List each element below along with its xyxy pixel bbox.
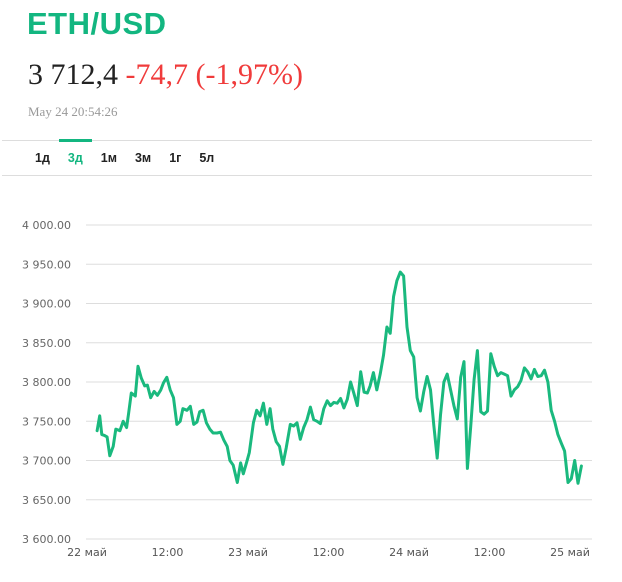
tabs-bottom-divider (2, 175, 592, 176)
current-price: 3 712,4 (28, 58, 118, 91)
x-tick-label: 12:00 (474, 546, 506, 559)
y-tick-label: 3 850.00 (22, 337, 71, 350)
y-tick-label: 3 950.00 (22, 258, 71, 271)
x-tick-label: 12:00 (152, 546, 184, 559)
y-tick-label: 3 800.00 (22, 376, 71, 389)
tab-3m[interactable]: 3м (134, 151, 152, 165)
x-axis-labels: 22 май 12:00 23 май 12:00 24 май 12:00 25 май (67, 546, 590, 559)
x-tick-label: 24 май (389, 546, 429, 559)
y-tick-label: 3 700.00 (22, 455, 71, 468)
price-line (95, 270, 583, 485)
x-tick-label: 25 май (550, 546, 590, 559)
tab-3d[interactable]: 3д (58, 139, 92, 168)
y-tick-label: 4 000.00 (22, 219, 71, 232)
quote-timestamp: May 24 20:54:26 (28, 104, 118, 119)
chart-gridlines (86, 224, 592, 540)
quote-line: 3 712,4 -74,7 (-1,97%) (28, 58, 303, 92)
x-tick-label: 22 май (67, 546, 107, 559)
timeframe-tabs: 1д 3д 1м 3м 1г 5л (26, 139, 223, 168)
y-tick-label: 3 600.00 (22, 533, 71, 546)
tab-1m[interactable]: 1м (100, 151, 117, 165)
tabs-top-divider (2, 140, 592, 141)
x-tick-label: 12:00 (313, 546, 345, 559)
tab-1y[interactable]: 1г (169, 151, 182, 165)
tab-5y[interactable]: 5л (199, 151, 215, 165)
y-tick-label: 3 650.00 (22, 494, 71, 507)
y-tick-label: 3 750.00 (22, 415, 71, 428)
y-axis-labels: 4 000.00 3 950.00 3 900.00 3 850.00 3 800.00… (22, 219, 71, 546)
price-change: -74,7 (-1,97%) (125, 58, 303, 91)
page-title: ETH/USD (27, 6, 167, 41)
y-tick-label: 3 900.00 (22, 298, 71, 311)
x-tick-label: 23 май (228, 546, 268, 559)
tab-1d[interactable]: 1д (35, 151, 50, 165)
